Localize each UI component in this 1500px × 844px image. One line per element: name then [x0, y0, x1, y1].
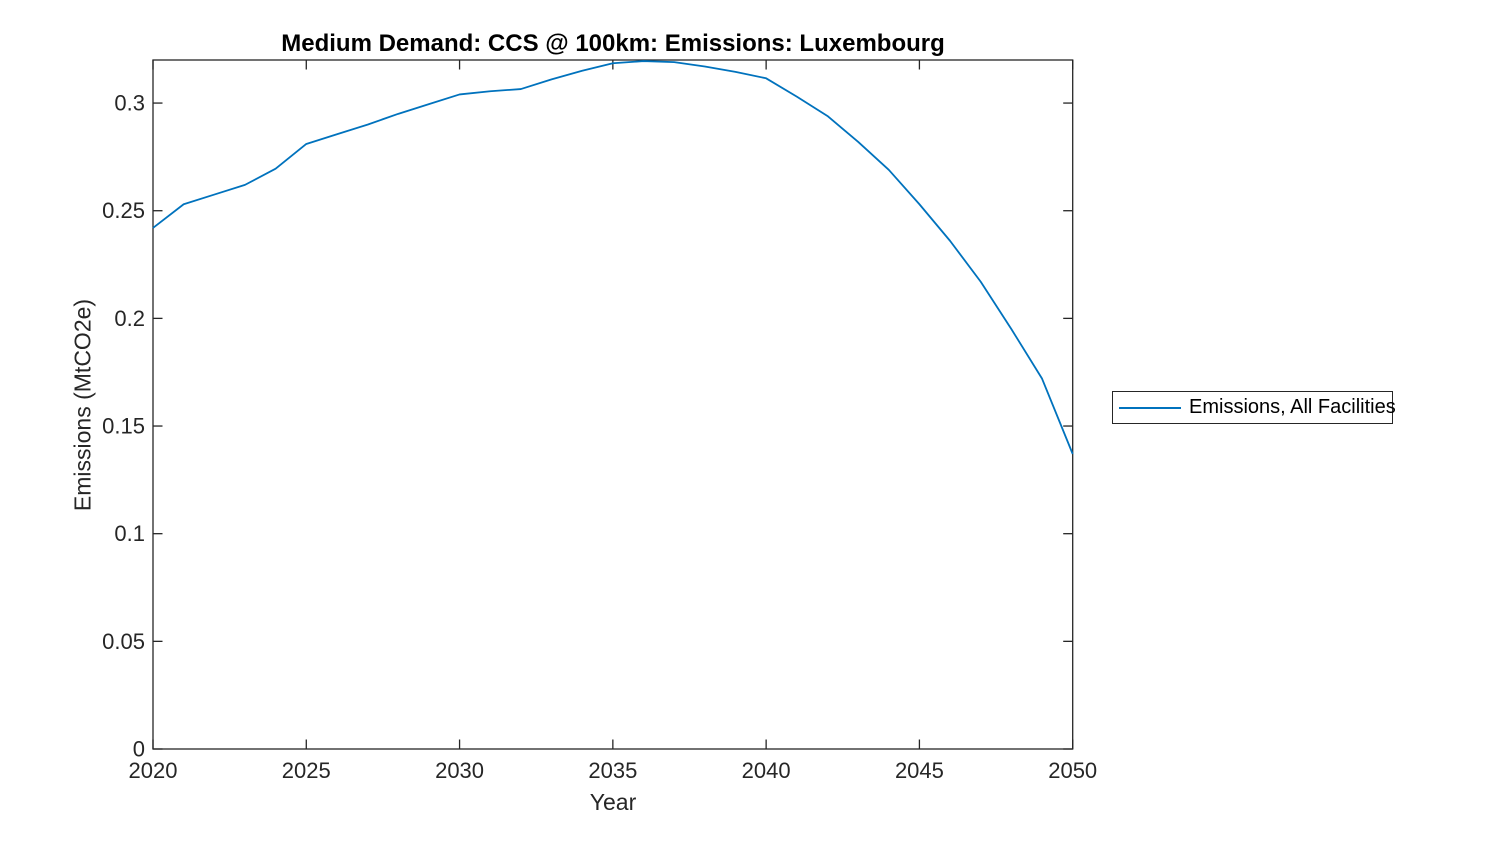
x-axis-ticks: 2020 2025 2030 2035 2040 2045 2050	[129, 60, 1097, 783]
y-axis-label: Emissions (MtCO2e)	[69, 298, 96, 512]
y-tick-label: 0.25	[102, 198, 145, 223]
x-tick-label: 2020	[129, 758, 178, 783]
y-tick-label: 0.15	[102, 414, 145, 439]
chart-title: Medium Demand: CCS @ 100km: Emissions: L…	[281, 30, 945, 57]
x-tick-label: 2045	[895, 758, 944, 783]
x-tick-label: 2050	[1048, 758, 1097, 783]
x-tick-label: 2035	[588, 758, 637, 783]
x-tick-label: 2025	[282, 758, 331, 783]
legend: Emissions, All Facilities	[1112, 391, 1396, 424]
axes-box	[152, 59, 1074, 750]
x-tick-label: 2040	[742, 758, 791, 783]
y-tick-label: 0.1	[114, 521, 145, 546]
x-tick-label: 2030	[435, 758, 484, 783]
y-tick-label: 0	[133, 737, 145, 762]
y-tick-label: 0.3	[114, 91, 145, 116]
legend-line-sample	[1119, 406, 1181, 409]
y-tick-label: 0.2	[114, 306, 145, 331]
y-tick-label: 0.05	[102, 629, 145, 654]
legend-entry-label: Emissions, All Facilities	[1189, 396, 1396, 418]
x-axis-label: Year	[589, 789, 637, 815]
y-axis-ticks: 0 0.05 0.1 0.15 0.2 0.25 0.3	[102, 91, 1073, 762]
series-line	[152, 60, 1074, 455]
